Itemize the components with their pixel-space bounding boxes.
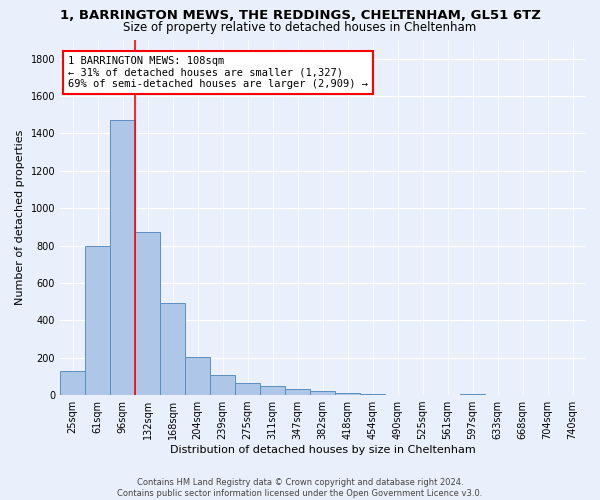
Y-axis label: Number of detached properties: Number of detached properties [15,130,25,305]
X-axis label: Distribution of detached houses by size in Cheltenham: Distribution of detached houses by size … [170,445,475,455]
Bar [110,120,135,395]
Bar [210,376,235,395]
Bar [460,394,485,395]
Bar [335,393,360,395]
Bar [185,357,210,395]
Bar [385,394,410,395]
Bar [285,389,310,395]
Bar [235,383,260,395]
Text: 1, BARRINGTON MEWS, THE REDDINGS, CHELTENHAM, GL51 6TZ: 1, BARRINGTON MEWS, THE REDDINGS, CHELTE… [59,9,541,22]
Bar [60,371,85,395]
Text: 1 BARRINGTON MEWS: 108sqm
← 31% of detached houses are smaller (1,327)
69% of se: 1 BARRINGTON MEWS: 108sqm ← 31% of detac… [68,56,368,89]
Bar [160,302,185,395]
Bar [135,232,160,395]
Text: Size of property relative to detached houses in Cheltenham: Size of property relative to detached ho… [124,21,476,34]
Text: Contains HM Land Registry data © Crown copyright and database right 2024.
Contai: Contains HM Land Registry data © Crown c… [118,478,482,498]
Bar [310,392,335,395]
Bar [260,386,285,395]
Bar [85,246,110,395]
Bar [360,394,385,395]
